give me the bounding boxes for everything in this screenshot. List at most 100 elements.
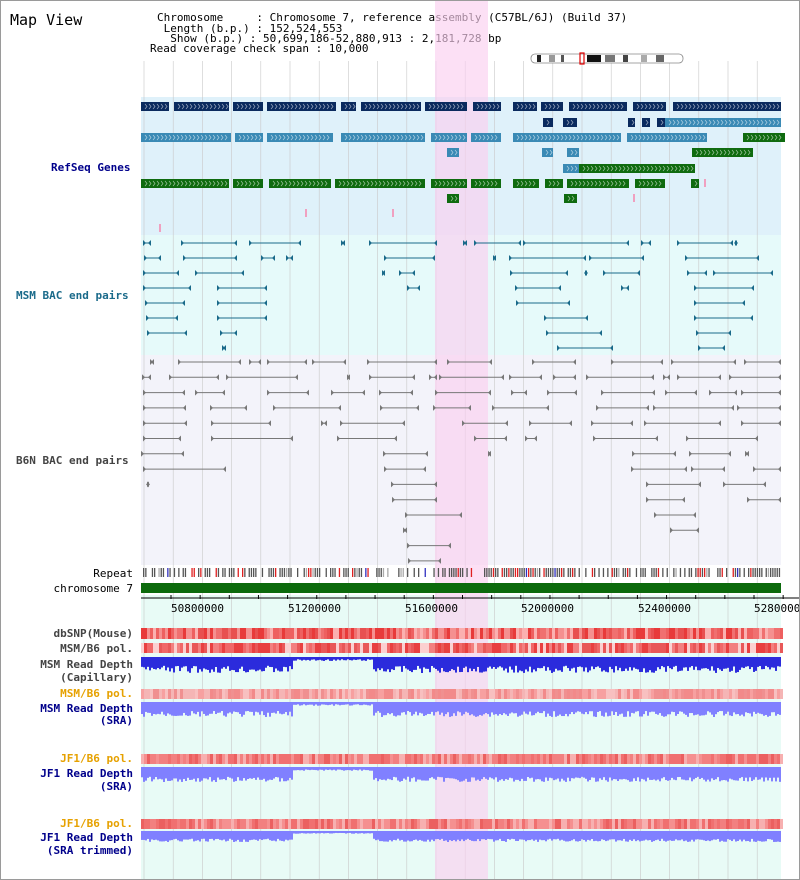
- strand-arrow: [192, 180, 196, 187]
- heat-cell: [144, 819, 147, 829]
- depth-bar: [247, 657, 249, 673]
- depth-bar: [389, 831, 391, 841]
- depth-bar: [597, 831, 599, 842]
- strand-arrow: [316, 180, 320, 187]
- heat-cell: [681, 754, 684, 764]
- strand-arrow: [434, 180, 438, 187]
- heat-cell: [468, 628, 471, 639]
- repeat-element: [204, 568, 206, 577]
- heat-cell: [537, 819, 540, 829]
- depth-bar: [551, 657, 553, 673]
- heat-cell: [195, 819, 198, 829]
- depth-bar: [155, 831, 157, 840]
- strand-arrow: [221, 103, 225, 110]
- heat-cell: [300, 754, 303, 764]
- strand-arrow: [368, 134, 372, 141]
- heat-cell: [264, 628, 267, 639]
- depth-bar: [539, 702, 541, 714]
- depth-bar: [323, 702, 325, 705]
- depth-bar: [369, 767, 371, 771]
- heat-cell: [312, 643, 315, 653]
- msm-bac-label[interactable]: MSM BAC end pairs: [16, 289, 129, 302]
- repeat-element: [512, 568, 514, 577]
- depth-bar: [329, 702, 331, 705]
- depth-bar: [373, 702, 375, 716]
- heat-cell: [609, 689, 612, 699]
- depth-bar: [257, 702, 259, 713]
- strand-arrow: [740, 119, 744, 126]
- bac-end: [682, 496, 685, 503]
- strand-arrow: [348, 134, 352, 141]
- depth-bar: [409, 767, 411, 782]
- b6n-bac-pairs: [141, 359, 781, 564]
- strand-arrow: [602, 165, 606, 172]
- heat-cell: [372, 754, 375, 764]
- depth-bar: [145, 657, 147, 670]
- b6n-bac-label[interactable]: B6N BAC end pairs: [16, 454, 129, 467]
- depth-bar: [683, 831, 685, 842]
- strand-arrow: [436, 103, 440, 110]
- heat-cell: [147, 628, 150, 639]
- heat-cell: [633, 819, 636, 829]
- strand-arrow: [156, 103, 160, 110]
- heat-cell: [687, 754, 690, 764]
- depth-bar: [445, 657, 447, 673]
- strand-arrow: [546, 119, 550, 126]
- depth-bar: [695, 831, 697, 840]
- depth-bar: [733, 767, 735, 781]
- depth-bar: [213, 831, 215, 841]
- depth-bar: [331, 657, 333, 661]
- heat-cell: [546, 689, 549, 699]
- ideogram-band: [587, 55, 601, 62]
- heat-cell: [159, 628, 162, 639]
- depth-bar: [293, 767, 295, 771]
- heat-cell: [564, 754, 567, 764]
- depth-bar: [473, 831, 475, 842]
- heat-cell: [618, 754, 621, 764]
- chromosome-bar: [141, 583, 781, 593]
- repeat-element: [325, 568, 327, 577]
- depth-bar: [747, 657, 749, 667]
- depth-bar: [777, 831, 779, 842]
- heat-cell: [192, 643, 195, 653]
- depth-bar: [675, 702, 677, 716]
- depth-bar: [235, 702, 237, 712]
- depth-bar: [575, 702, 577, 713]
- heat-cell: [150, 628, 153, 639]
- heat-cell: [339, 689, 342, 699]
- bac-end: [429, 374, 432, 381]
- depth-bar: [753, 831, 755, 842]
- bac-end: [258, 359, 261, 365]
- heat-cell: [165, 643, 168, 653]
- refseq-label[interactable]: RefSeq Genes: [51, 161, 131, 174]
- depth-bar: [161, 657, 163, 668]
- strand-arrow: [388, 134, 392, 141]
- heat-cell: [462, 628, 465, 639]
- heat-cell: [606, 628, 609, 639]
- heat-cell: [396, 689, 399, 699]
- heat-cell: [156, 643, 159, 653]
- heat-cell: [633, 689, 636, 699]
- depth-bar: [365, 702, 367, 705]
- heat-cell: [432, 819, 435, 829]
- chromosome-ideogram: [530, 52, 684, 65]
- depth-bar: [337, 767, 339, 770]
- depth-bar: [705, 767, 707, 782]
- depth-bar: [261, 767, 263, 780]
- heat-cell: [528, 628, 531, 639]
- heat-cell: [504, 643, 507, 653]
- depth-bar: [393, 767, 395, 777]
- strand-arrow: [556, 103, 560, 110]
- depth-bar: [431, 767, 433, 778]
- depth-bar: [673, 831, 675, 841]
- repeat-element: [402, 568, 404, 577]
- depth-bar: [451, 657, 453, 670]
- repeat-element: [492, 568, 495, 577]
- heat-cell: [576, 643, 579, 653]
- bac-end: [621, 285, 624, 291]
- repeat-element: [143, 568, 145, 577]
- depth-bar: [259, 831, 261, 840]
- heat-cell: [219, 628, 222, 639]
- heat-cell: [591, 643, 594, 653]
